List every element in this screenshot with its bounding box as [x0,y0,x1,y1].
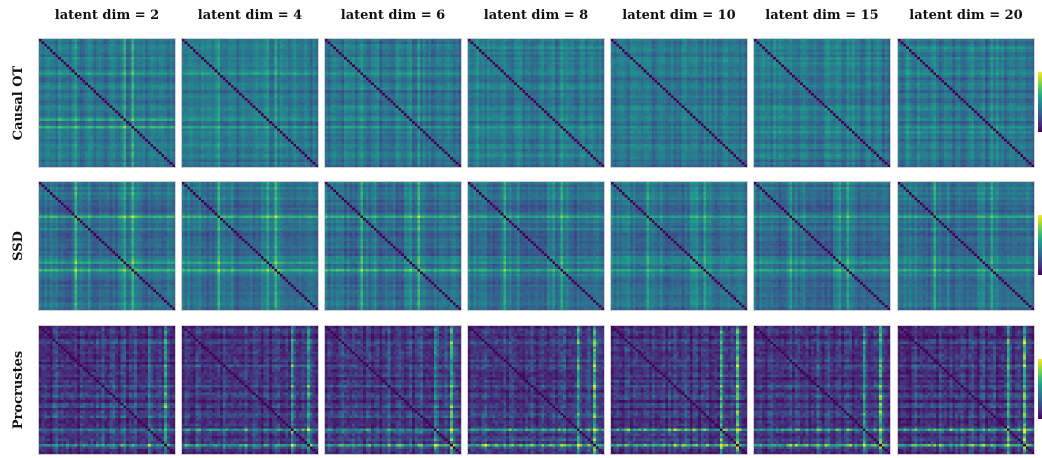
heatmap-panel-r2-c7 [897,181,1035,311]
heatmap-cells [468,182,604,310]
heatmap-panel-r3-c4 [467,325,605,455]
heatmap-cells [898,39,1034,167]
heatmap-cells [898,326,1034,454]
heatmap-cells [325,326,461,454]
heatmap-cells [754,326,890,454]
column-title-7: latent dim = 20 [887,4,1042,28]
heatmap-cells [182,182,318,310]
heatmap-panel-r3-c2 [181,325,319,455]
heatmap-cells [182,326,318,454]
heatmap-panel-r2-c6 [753,181,891,311]
heatmap-cells [611,39,747,167]
column-title-2: latent dim = 4 [171,4,329,28]
column-title-5: latent dim = 10 [600,4,758,28]
heatmap-panel-r2-c1 [38,181,176,311]
heatmap-panel-r1-c4 [467,38,605,168]
column-title-1: latent dim = 2 [28,4,186,28]
heatmap-panel-r1-c2 [181,38,319,168]
heatmap-panel-r1-c5 [610,38,748,168]
heatmap-cells [325,182,461,310]
heatmap-panel-r1-c7 [897,38,1035,168]
heatmap-cells [611,326,747,454]
heatmap-panel-r3-c1 [38,325,176,455]
heatmap-cells [182,39,318,167]
heatmap-panel-r3-c5 [610,325,748,455]
heatmap-cells [468,326,604,454]
heatmap-cells [325,39,461,167]
heatmap-panel-r2-c3 [324,181,462,311]
heatmap-cells [468,39,604,167]
heatmap-panel-r3-c7 [897,325,1035,455]
heatmap-cells [754,39,890,167]
column-title-3: latent dim = 6 [314,4,472,28]
heatmap-panel-r3-c6 [753,325,891,455]
row-label-1: Causal OT [10,43,28,163]
heatmap-cells [754,182,890,310]
row-label-2: SSD [10,186,28,306]
heatmap-cells [898,182,1034,310]
heatmap-panel-r3-c3 [324,325,462,455]
heatmap-cells [611,182,747,310]
heatmap-panel-r2-c4 [467,181,605,311]
colorbar-row-3 [1038,359,1042,419]
heatmap-panel-r1-c6 [753,38,891,168]
heatmap-panel-r1-c3 [324,38,462,168]
heatmap-cells [39,39,175,167]
colorbar-row-2 [1038,215,1042,275]
column-title-4: latent dim = 8 [457,4,615,28]
column-title-6: latent dim = 15 [743,4,901,28]
heatmap-panel-r2-c2 [181,181,319,311]
colorbar-row-1 [1038,72,1042,132]
heatmap-cells [39,182,175,310]
heatmap-cells [39,326,175,454]
row-label-3: Procrustes [10,330,28,450]
heatmap-panel-r1-c1 [38,38,176,168]
heatmap-panel-r2-c5 [610,181,748,311]
